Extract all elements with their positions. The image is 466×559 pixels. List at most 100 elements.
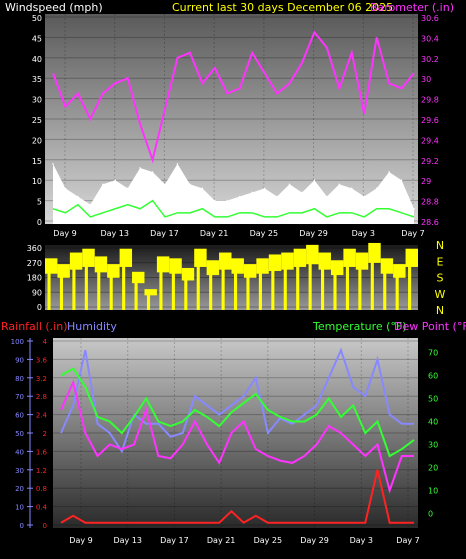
- wind-direction-bar: [119, 248, 133, 267]
- wind-x-tick-label: Day 21: [200, 229, 229, 238]
- direction-y-tick-label: 90: [32, 288, 42, 297]
- wind-y-tick-label: 5: [37, 198, 42, 207]
- compass-label: N: [436, 304, 444, 317]
- wind-direction-spike: [134, 277, 138, 310]
- temperature-y-tick-label: 60: [428, 372, 438, 381]
- humidity-y-tick-label: 70: [15, 393, 24, 401]
- wind-x-tick-label: Day 7: [401, 229, 424, 238]
- compass-label: E: [437, 255, 444, 268]
- wind-direction-bar: [380, 258, 394, 274]
- barometer-axis-title: Barometer (.in): [370, 1, 454, 14]
- windspeed-point: [375, 187, 378, 190]
- humidity-y-tick-label: 90: [15, 356, 24, 364]
- windspeed-point: [77, 195, 79, 198]
- rain-y-tick-label: 2: [43, 430, 47, 438]
- wind-direction-bar: [281, 252, 294, 270]
- temperature-y-tick-label: 50: [428, 395, 438, 404]
- wind-direction-spike: [209, 267, 213, 310]
- temp-x-tick-label: Day 7: [396, 536, 419, 545]
- wind-x-tick-label: Day 25: [250, 229, 279, 238]
- windspeed-point: [400, 179, 403, 181]
- temperature-y-tick-label: 30: [428, 441, 438, 450]
- temperature-y-tick-label: 40: [428, 418, 438, 427]
- wind-direction-bar: [368, 242, 381, 263]
- wind-direction-spike: [84, 257, 88, 310]
- wind-direction-spike: [233, 266, 238, 310]
- wind-direction-bar: [318, 252, 331, 270]
- wind-direction-spike: [196, 257, 200, 310]
- wind-direction-spike: [383, 266, 387, 310]
- wind-direction-bar: [243, 264, 257, 278]
- wind-direction-bar: [156, 256, 170, 273]
- barometer-y-tick-label: 30: [421, 75, 431, 84]
- temperature-y-tick-label: 70: [428, 349, 438, 358]
- compass-label: N: [436, 239, 444, 252]
- humidity-y-tick-label: 10: [15, 504, 24, 512]
- wind-direction-bar: [256, 258, 269, 274]
- windspeed-point: [214, 199, 216, 202]
- windspeed-point: [114, 179, 117, 181]
- rainfall-axis-title: Rainfall (.in): [1, 320, 68, 333]
- barometer-y-tick-label: 29.8: [421, 96, 439, 105]
- temperature-line: [60, 367, 415, 458]
- wind-direction-bar: [169, 258, 182, 274]
- windspeed-point: [176, 163, 179, 165]
- rain-y-tick-label: 2.4: [36, 412, 48, 420]
- barometer-line: [52, 30, 415, 164]
- rain-y-tick-label: 0.4: [36, 504, 48, 512]
- windspeed-point: [326, 195, 328, 198]
- temperature-axis-title: Temperature (°F): [312, 320, 407, 333]
- wind-direction-spike: [333, 267, 337, 310]
- wind-direction-spike: [146, 292, 151, 310]
- wind-direction-bar: [194, 248, 207, 267]
- humidity-y-tick-label: 80: [15, 375, 24, 383]
- temperature-y-tick-label: 20: [428, 464, 438, 473]
- temp-x-tick-label: Day 17: [160, 536, 189, 545]
- humidity-y-tick-label: 100: [11, 338, 24, 346]
- wind-direction-spike: [246, 270, 250, 310]
- humidity-y-tick-label: 50: [15, 430, 24, 438]
- rain-y-tick-label: 3.2: [36, 375, 47, 383]
- rain-y-tick-label: 4: [43, 338, 48, 346]
- wind-direction-spike: [171, 266, 175, 310]
- humidity-y-tick-label: 20: [15, 485, 24, 493]
- wind-direction-spike: [221, 261, 225, 310]
- windspeed-point: [101, 183, 104, 186]
- wind-direction-bar: [181, 267, 195, 281]
- rain-y-tick-label: 0: [43, 522, 47, 530]
- wind-direction-spike: [370, 252, 374, 310]
- rain-y-tick-label: 2.8: [36, 393, 47, 401]
- temp-x-tick-label: Day 13: [113, 536, 142, 545]
- wind-direction-bar: [107, 264, 120, 278]
- wind-direction-bar: [69, 252, 83, 270]
- wind-direction-bar: [355, 252, 369, 270]
- wind-direction-spike: [408, 257, 412, 310]
- barometer-y-tick-label: 29.6: [421, 116, 439, 125]
- barometer-y-tick-label: 29.4: [421, 136, 439, 145]
- wind-direction-bar: [343, 248, 356, 267]
- wind-y-tick-label: 50: [32, 14, 42, 23]
- wind-y-tick-label: 25: [32, 116, 42, 125]
- wind-y-tick-label: 30: [32, 96, 42, 105]
- wind-direction-spike: [271, 262, 275, 310]
- direction-y-tick-label: 180: [27, 274, 42, 283]
- wind-y-tick-label: 0: [37, 218, 42, 227]
- barometer-y-tick-label: 28.6: [421, 218, 439, 227]
- humidity-y-tick-label: 60: [15, 412, 24, 420]
- compass-label: S: [437, 272, 444, 285]
- windspeed-axis-title: Windspeed (mph): [5, 1, 103, 14]
- windspeed-point: [263, 187, 266, 190]
- barometer-y-tick-label: 30.6: [421, 14, 439, 23]
- rain-y-tick-label: 1.2: [36, 467, 47, 475]
- rainfall-line: [60, 469, 414, 524]
- humidity-y-tick-label: 30: [15, 467, 24, 475]
- axes-layer: 0510152025303540455028.628.82929.229.429…: [11, 14, 446, 545]
- wind-direction-spike: [296, 257, 300, 310]
- wind-direction-bar: [57, 264, 70, 278]
- wind-direction-spike: [283, 261, 287, 310]
- wind-direction-bar: [144, 289, 157, 296]
- windspeed-point: [350, 187, 353, 190]
- temp-x-tick-label: Day 3: [350, 536, 373, 545]
- rain-y-tick-label: 0.8: [36, 485, 47, 493]
